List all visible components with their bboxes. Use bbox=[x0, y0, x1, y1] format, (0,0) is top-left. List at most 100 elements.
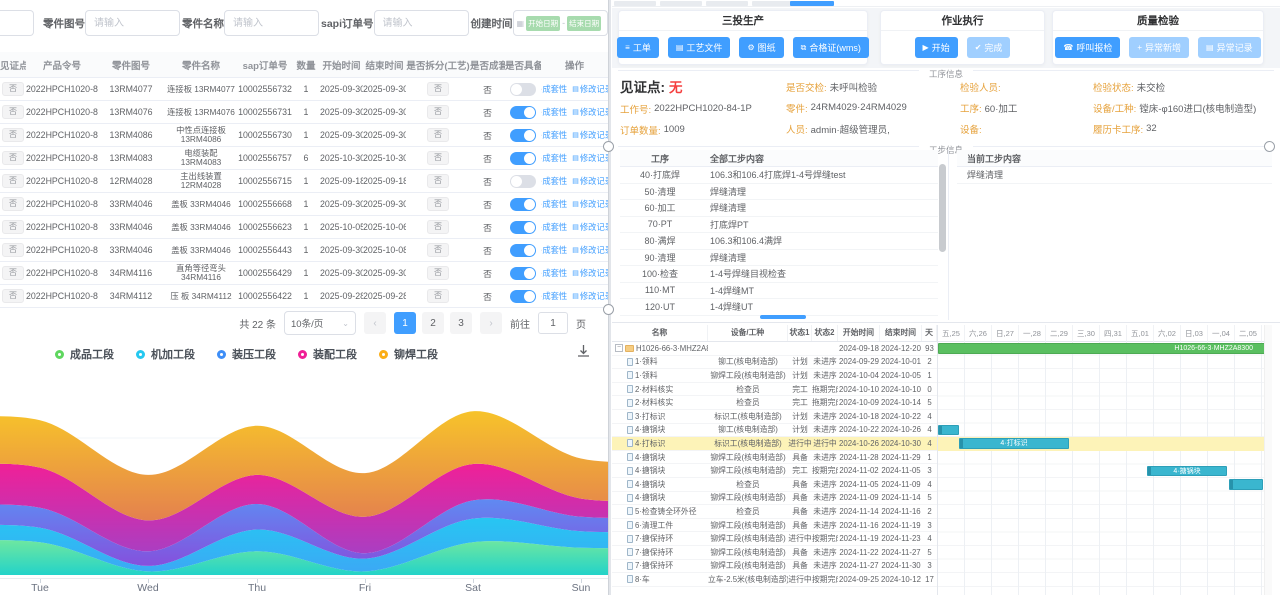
gantt-task-bar[interactable]: 4·搪锅块 bbox=[1147, 465, 1227, 477]
ready-toggle[interactable] bbox=[510, 174, 536, 188]
ready-toggle[interactable] bbox=[510, 151, 536, 165]
tab-2[interactable] bbox=[660, 1, 702, 6]
gantt-row[interactable]: 5·检查铸全环外径 检查员 具备 未进序 2024-11-14 2024-11-16 2 bbox=[612, 505, 937, 519]
ready-toggle[interactable] bbox=[510, 128, 536, 142]
split-pill-button[interactable]: 否 bbox=[427, 289, 449, 303]
goto-page-input[interactable] bbox=[538, 312, 568, 334]
witness-pill-button[interactable]: 否 bbox=[2, 220, 24, 234]
legend-item[interactable]: 机加工段 bbox=[136, 346, 195, 362]
step-row[interactable]: 50·清理 焊缝清理 bbox=[620, 184, 938, 200]
step-row[interactable]: 120·UT 1-4焊缝UT bbox=[620, 299, 938, 316]
gantt-summary-bar[interactable]: H1026-66-3·MHZ2A8300 bbox=[938, 343, 1266, 354]
step-row[interactable]: 100·检查 1-4号焊缝目视检查 bbox=[620, 266, 938, 283]
modify-record-link[interactable]: ▤修改记录 bbox=[572, 221, 608, 233]
modify-record-link[interactable]: ▤修改记录 bbox=[572, 244, 608, 256]
download-icon[interactable] bbox=[576, 344, 591, 364]
step-row[interactable]: 80·满焊 106.3和106.4满焊 bbox=[620, 233, 938, 250]
modify-record-link[interactable]: ▤修改记录 bbox=[572, 152, 608, 164]
ready-toggle[interactable] bbox=[510, 197, 536, 211]
date-start-placeholder[interactable]: 开始日期 bbox=[526, 15, 561, 31]
ready-toggle[interactable] bbox=[510, 266, 536, 280]
page-button[interactable]: 3 bbox=[450, 312, 472, 334]
part-name-input[interactable] bbox=[224, 10, 319, 36]
page-size-select[interactable]: 10条/页 ⌄ bbox=[284, 311, 356, 335]
modify-record-link[interactable]: ▤修改记录 bbox=[572, 129, 608, 141]
legend-item[interactable]: 装压工段 bbox=[217, 346, 276, 362]
split-pill-button[interactable]: 否 bbox=[427, 174, 449, 188]
gantt-row[interactable]: 4·搪锅块 铆焊工段(核电制造部) 完工按期完成2024-11-022024-11-… bbox=[612, 464, 937, 478]
gantt-row[interactable]: 1·领料 铆焊工段(核电制造部) 计划 未进序 2024-10-04 2024-10-05… bbox=[612, 369, 937, 383]
witness-pill-button[interactable]: 否 bbox=[2, 105, 24, 119]
prev-page-button[interactable]: ‹ bbox=[364, 312, 386, 334]
modify-record-link[interactable]: ▤修改记录 bbox=[572, 106, 608, 118]
ready-toggle[interactable] bbox=[510, 243, 536, 257]
witness-pill-button[interactable]: 否 bbox=[2, 289, 24, 303]
filter-input-unlabeled[interactable] bbox=[0, 10, 34, 36]
collapse-icon[interactable]: − bbox=[615, 344, 623, 353]
completeness-link[interactable]: ◆成套性 bbox=[541, 129, 567, 141]
completeness-link[interactable]: ◆成套性 bbox=[541, 267, 567, 279]
gantt-task-bar[interactable] bbox=[938, 424, 959, 436]
gantt-row[interactable]: 1·领料 铆工(核电制造部) 计划 未进序 2024-09-29 2024-10-01 2 bbox=[612, 356, 937, 370]
next-page-button[interactable]: › bbox=[480, 312, 502, 334]
gantt-row[interactable]: 4·搪锅块 检查员 具备 未进序 2024-11-05 2024-11-09 4 bbox=[612, 478, 937, 492]
witness-pill-button[interactable]: 否 bbox=[2, 82, 24, 96]
splitter-handle[interactable] bbox=[603, 141, 614, 152]
完成-button[interactable]: ✔ 完成 bbox=[966, 37, 1011, 58]
split-pill-button[interactable]: 否 bbox=[427, 82, 449, 96]
tab-1[interactable] bbox=[614, 1, 656, 6]
gantt-task-bar[interactable]: 4·打标识 bbox=[959, 438, 1069, 449]
step-row[interactable]: 70·PT 打底焊PT bbox=[620, 217, 938, 233]
timeline-scrollbar[interactable] bbox=[1264, 325, 1272, 595]
sap-order-input[interactable] bbox=[373, 10, 469, 36]
split-pill-button[interactable]: 否 bbox=[427, 266, 449, 280]
split-pill-button[interactable]: 否 bbox=[427, 151, 449, 165]
gantt-row[interactable]: 4·搪锅块 铆焊工段(核电制造部) 具备 未进序 2024-11-09 2024-11-1… bbox=[612, 492, 937, 506]
异常新增-button[interactable]: + 异常新增 bbox=[1129, 37, 1190, 58]
modify-record-link[interactable]: ▤修改记录 bbox=[572, 267, 608, 279]
step-row[interactable]: 60·加工 焊缝清理 bbox=[620, 200, 938, 217]
completeness-link[interactable]: ◆成套性 bbox=[541, 83, 567, 95]
witness-pill-button[interactable]: 否 bbox=[2, 266, 24, 280]
tab-4[interactable] bbox=[752, 1, 794, 6]
gantt-row[interactable]: 7·搪保持环 铆焊工段(核电制造部)进行中按期完成2024-11-192024-1… bbox=[612, 532, 937, 546]
工艺文件-button[interactable]: ▤ 工艺文件 bbox=[667, 37, 731, 58]
witness-pill-button[interactable]: 否 bbox=[2, 174, 24, 188]
split-pill-button[interactable]: 否 bbox=[427, 243, 449, 257]
legend-item[interactable]: 成品工段 bbox=[55, 346, 114, 362]
step-row[interactable]: 40·打底焊 106.3和106.4打底焊1-4号焊缝test bbox=[620, 167, 938, 184]
completeness-link[interactable]: ◆成套性 bbox=[541, 244, 567, 256]
gantt-row[interactable]: 4·打标识 标识工(核电制造部) 进行中 进行中 2024-10-26 2024-10-3… bbox=[612, 437, 937, 451]
part-no-input[interactable] bbox=[85, 10, 180, 36]
ready-toggle[interactable] bbox=[510, 220, 536, 234]
gantt-task-bar[interactable] bbox=[1229, 479, 1263, 490]
图纸-button[interactable]: ⚙ 图纸 bbox=[739, 37, 784, 58]
completeness-link[interactable]: ◆成套性 bbox=[541, 221, 567, 233]
splitter-handle[interactable] bbox=[1264, 141, 1275, 152]
split-pill-button[interactable]: 否 bbox=[427, 220, 449, 234]
page-button[interactable]: 1 bbox=[394, 312, 416, 334]
gantt-row[interactable]: 4·搪锅块 铆工(核电制造部) 计划 未进序 2024-10-22 2024-10-26 4 bbox=[612, 424, 937, 438]
completeness-link[interactable]: ◆成套性 bbox=[541, 198, 567, 210]
呼叫报检-button[interactable]: ☎ 呼叫报检 bbox=[1055, 37, 1121, 58]
step-row[interactable]: 90·清理 焊缝清理 bbox=[620, 250, 938, 266]
horizontal-scrollbar[interactable] bbox=[760, 315, 806, 319]
gantt-row[interactable]: 4·搪锅块 铆焊工段(核电制造部) 具备 未进序 2024-11-28 2024-11-2… bbox=[612, 451, 937, 465]
witness-pill-button[interactable]: 否 bbox=[2, 151, 24, 165]
page-button[interactable]: 2 bbox=[422, 312, 444, 334]
date-end-placeholder[interactable]: 结束日期 bbox=[567, 15, 602, 31]
gantt-row[interactable]: − H1026-66-3·MHZ2A8300 2024-09-182024-12-2… bbox=[612, 342, 937, 356]
gantt-row[interactable]: 7·搪保持环 铆焊工段(核电制造部) 具备 未进序 2024-11-27 2024-11-… bbox=[612, 560, 937, 574]
工单-button[interactable]: ≡ 工单 bbox=[617, 37, 659, 58]
ready-toggle[interactable] bbox=[510, 105, 536, 119]
gantt-row[interactable]: 8·车 立车-2.5米(核电制造部)进行中按期完成2024-09-252024-1… bbox=[612, 573, 937, 587]
异常记录-button[interactable]: ▤ 异常记录 bbox=[1198, 37, 1261, 58]
tab-3[interactable] bbox=[706, 1, 748, 6]
legend-item[interactable]: 铆焊工段 bbox=[379, 346, 438, 362]
witness-pill-button[interactable]: 否 bbox=[2, 128, 24, 142]
modify-record-link[interactable]: ▤修改记录 bbox=[572, 290, 608, 302]
splitter-handle[interactable] bbox=[603, 304, 614, 315]
开始-button[interactable]: ▶ 开始 bbox=[914, 37, 958, 58]
